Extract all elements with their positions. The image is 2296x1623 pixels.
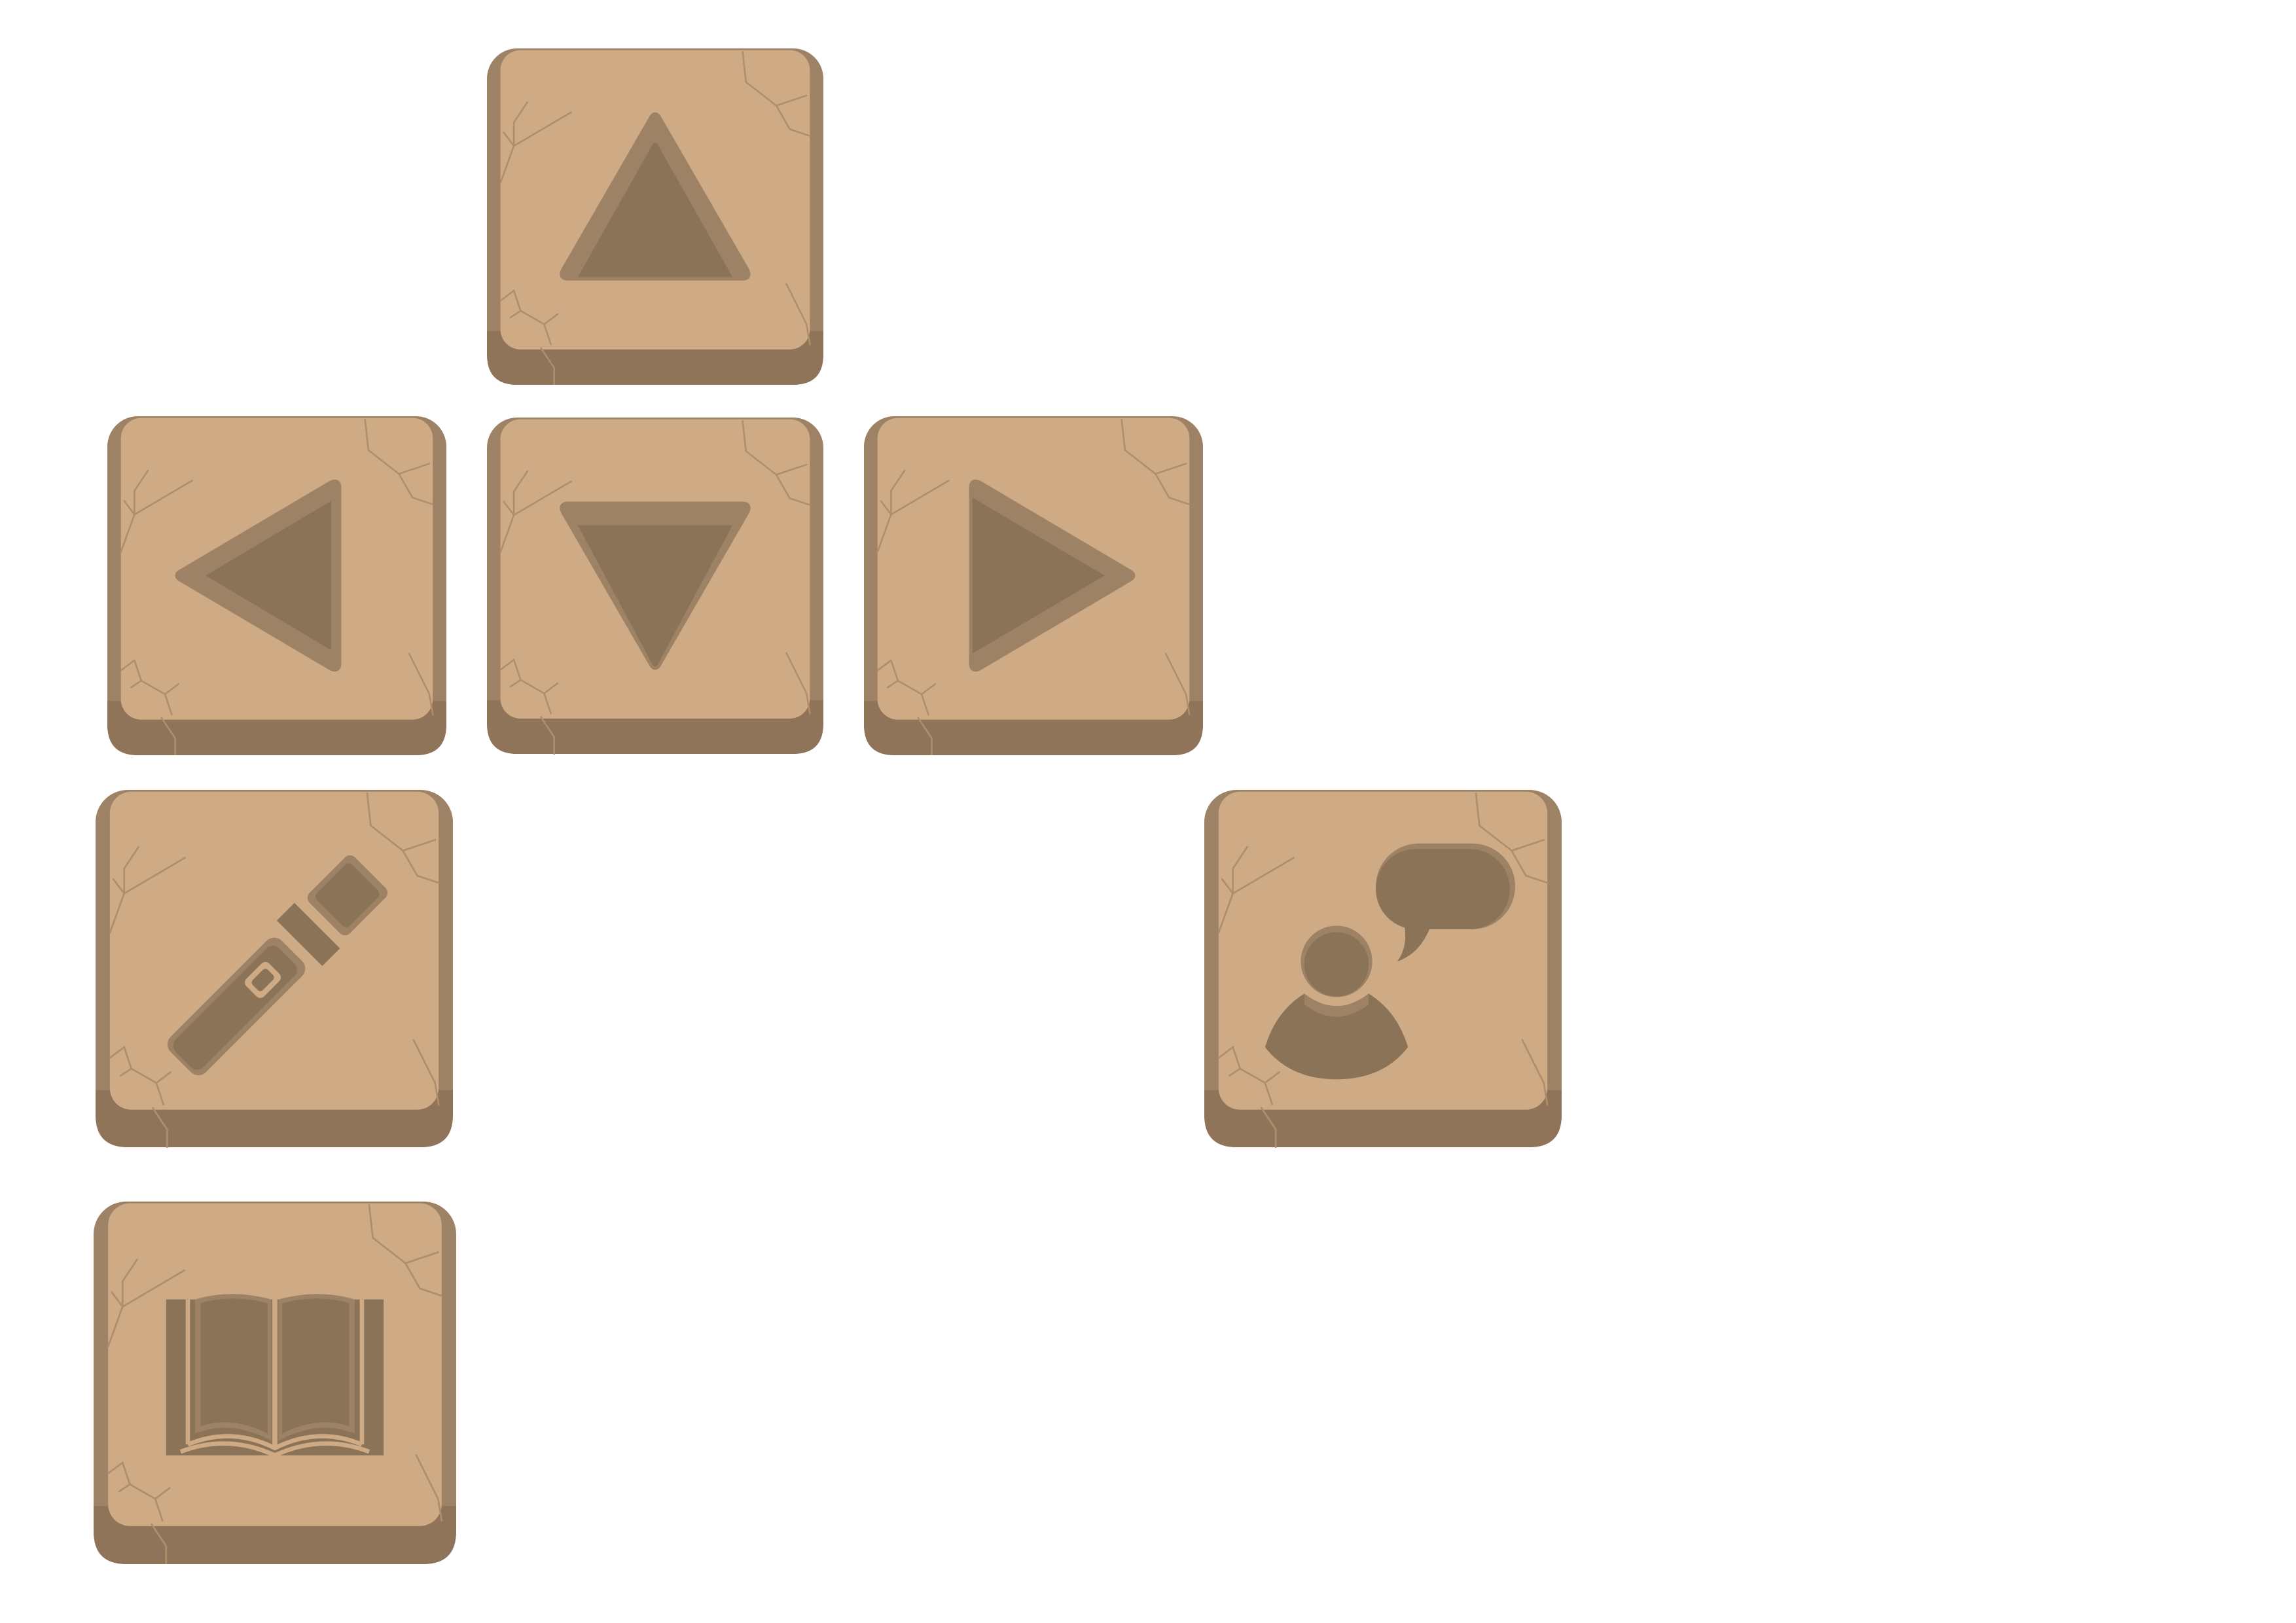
flashlight-button[interactable] xyxy=(96,789,453,1148)
up-arrow-button[interactable] xyxy=(487,48,823,385)
arrow-up-icon xyxy=(487,48,823,385)
open-book-icon xyxy=(93,1202,457,1564)
arrow-left-icon xyxy=(107,416,446,755)
arrow-down-icon xyxy=(487,416,823,755)
person-speech-bubble-icon xyxy=(1204,789,1562,1148)
arrow-right-icon xyxy=(864,416,1203,755)
left-arrow-button[interactable] xyxy=(107,416,446,755)
down-arrow-button[interactable] xyxy=(487,416,823,755)
right-arrow-button[interactable] xyxy=(864,416,1203,755)
flashlight-icon xyxy=(96,789,453,1148)
talk-button[interactable] xyxy=(1204,789,1562,1148)
open-book-button[interactable] xyxy=(93,1202,457,1564)
